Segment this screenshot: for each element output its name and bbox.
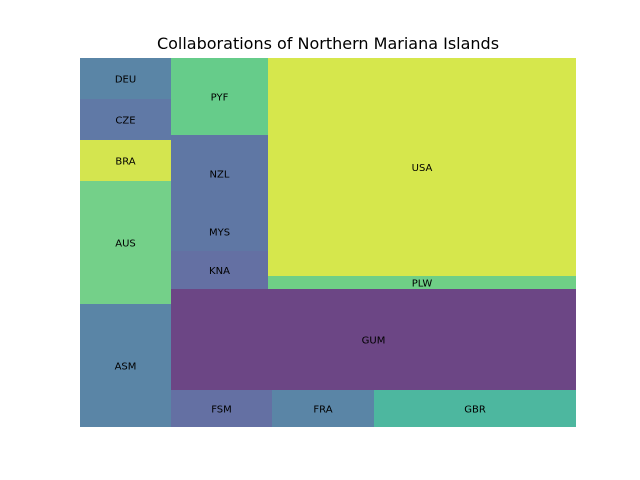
treemap-label-mys: MYS <box>209 228 230 239</box>
treemap-tile-usa <box>268 58 576 276</box>
treemap-label-cze: CZE <box>115 116 135 127</box>
treemap-tile-pyf <box>171 58 268 135</box>
treemap-label-asm: ASM <box>115 362 137 373</box>
treemap-label-nzl: NZL <box>210 170 230 181</box>
treemap-label-gbr: GBR <box>464 405 486 416</box>
treemap-tile-deu <box>80 58 171 99</box>
treemap-tile-asm <box>80 304 171 427</box>
chart-title: Collaborations of Northern Mariana Islan… <box>157 34 499 53</box>
treemap-label-gum: GUM <box>362 336 386 347</box>
treemap-tiles: DEU CZE BRA AUS ASM PYF NZL MYS KNA USA PLW GUM FSM F… <box>80 58 576 427</box>
treemap-label-fra: FRA <box>313 405 332 416</box>
treemap-tile-gum <box>171 289 576 390</box>
treemap-tile-fra <box>272 390 374 427</box>
treemap-label-deu: DEU <box>115 75 136 86</box>
treemap-label-plw: PLW <box>412 279 433 290</box>
treemap-label-usa: USA <box>412 163 433 174</box>
treemap-label-kna: KNA <box>209 266 230 277</box>
treemap-label-pyf: PYF <box>211 93 229 104</box>
treemap-tile-plw <box>268 276 576 289</box>
treemap-tile-aus <box>80 181 171 304</box>
treemap-tile-cze <box>80 99 171 140</box>
treemap-tile-kna <box>171 251 268 289</box>
treemap-tile-fsm <box>171 390 272 427</box>
treemap-label-fsm: FSM <box>211 405 232 416</box>
treemap-label-aus: AUS <box>115 239 136 250</box>
treemap-tile-nzl <box>171 135 268 212</box>
treemap-tile-gbr <box>374 390 576 427</box>
treemap-tile-bra <box>80 140 171 181</box>
treemap-label-bra: BRA <box>115 157 135 168</box>
treemap-tile-mys <box>171 212 268 251</box>
